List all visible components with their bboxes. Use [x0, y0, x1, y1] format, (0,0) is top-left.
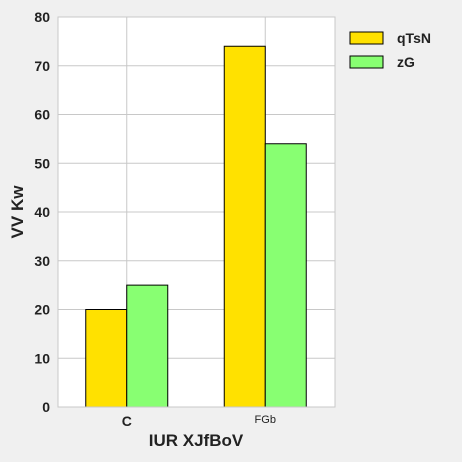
- bar-qTsN-C: [86, 310, 127, 408]
- y-tick-label: 60: [34, 107, 50, 123]
- y-tick-label: 20: [34, 302, 50, 318]
- y-axis-title: VV Kw: [8, 185, 27, 239]
- y-tick-label: 30: [34, 253, 50, 269]
- x-tick-labels: C FGb: [122, 413, 276, 429]
- y-tick-labels: 0 10 20 30 40 50 60 70 80: [34, 9, 50, 415]
- y-tick-label: 50: [34, 155, 50, 171]
- bar-zG-C: [127, 285, 168, 407]
- bar-qTsN-FGb: [224, 46, 265, 407]
- y-tick-label: 10: [34, 350, 50, 366]
- x-tick-label: FGb: [255, 414, 276, 426]
- legend: qTsN zG: [350, 30, 431, 70]
- y-tick-label: 0: [42, 399, 50, 415]
- bar-zG-FGb: [265, 144, 306, 407]
- y-tick-label: 80: [34, 9, 50, 25]
- y-tick-label: 70: [34, 58, 50, 74]
- legend-label: qTsN: [397, 30, 431, 46]
- legend-swatch-zG: [350, 56, 383, 68]
- legend-swatch-qTsN: [350, 32, 383, 44]
- y-tick-label: 40: [34, 204, 50, 220]
- x-axis-title: IUR XJfBoV: [149, 431, 244, 450]
- legend-label: zG: [397, 54, 415, 70]
- x-tick-label: C: [122, 413, 132, 429]
